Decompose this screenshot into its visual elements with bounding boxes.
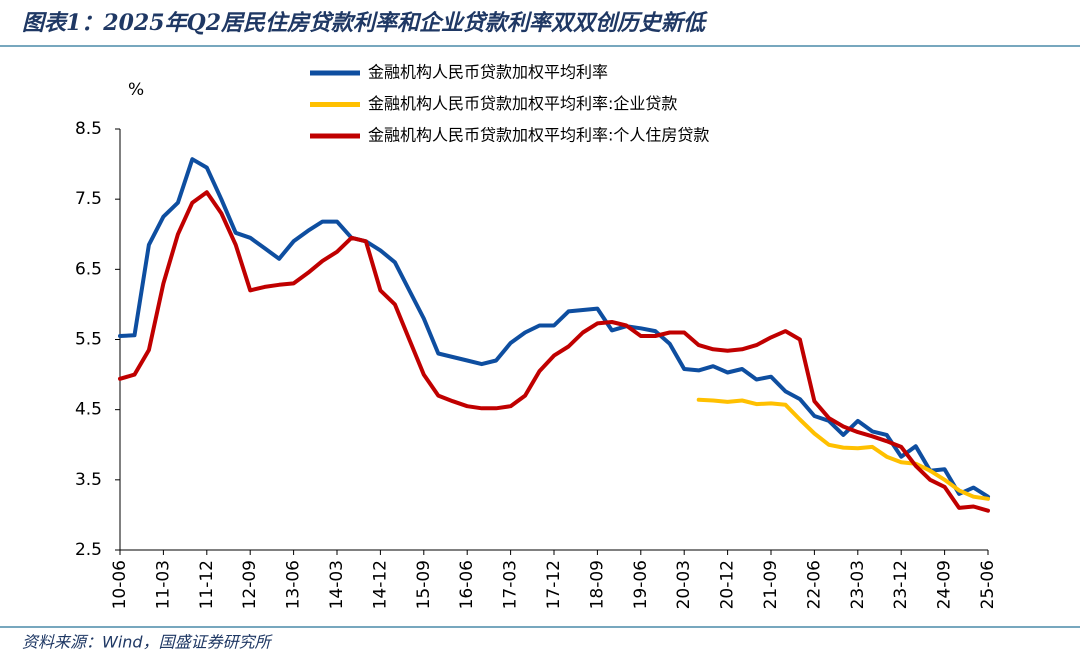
x-tick-label: 16-06 — [457, 560, 477, 609]
x-tick-label: 12-09 — [240, 560, 260, 609]
x-tick-label: 10-06 — [110, 560, 130, 609]
x-tick-label: 25-06 — [978, 560, 998, 609]
source: 资料来源：Wind，国盛证券研究所 — [22, 633, 274, 652]
x-tick-label: 17-12 — [544, 560, 564, 609]
x-tick-label: 24-09 — [935, 560, 955, 609]
y-tick-label: 3.5 — [75, 470, 102, 490]
y-tick-label: 5.5 — [75, 330, 102, 350]
x-tick-label: 13-06 — [284, 560, 304, 609]
x-tick-label: 23-03 — [848, 560, 868, 609]
x-tick-label: 15-09 — [414, 560, 434, 609]
y-tick-label: 4.5 — [75, 400, 102, 420]
chart-title: 图表1：2025年Q2居民住房贷款利率和企业贷款利率双双创历史新低 — [22, 10, 708, 36]
x-tick-label: 21-09 — [761, 560, 781, 609]
y-axis-label: % — [128, 80, 144, 100]
series-line — [696, 397, 990, 501]
x-tick-label: 20-03 — [674, 560, 694, 609]
y-tick-label: 2.5 — [75, 540, 102, 560]
y-tick-label: 6.5 — [75, 259, 102, 279]
legend-label: 金融机构人民币贷款加权平均利率:个人住房贷款 — [368, 126, 709, 145]
x-tick-label: 14-12 — [370, 560, 390, 609]
x-tick-label: 11-12 — [197, 560, 217, 609]
series-line — [118, 190, 990, 513]
x-tick-label: 23-12 — [891, 560, 911, 609]
y-tick-label: 8.5 — [75, 119, 102, 139]
x-tick-label: 20-12 — [718, 560, 738, 609]
x-tick-label: 14-03 — [327, 560, 347, 609]
x-tick-label: 19-06 — [631, 560, 651, 609]
y-tick-label: 7.5 — [75, 189, 102, 209]
x-tick-label: 17-03 — [501, 560, 521, 609]
x-tick-label: 22-06 — [804, 560, 824, 609]
series-line — [118, 157, 990, 499]
legend-label: 金融机构人民币贷款加权平均利率 — [368, 63, 608, 82]
x-tick-label: 11-03 — [153, 560, 173, 609]
legend-label: 金融机构人民币贷款加权平均利率:企业贷款 — [368, 94, 677, 113]
x-tick-label: 18-09 — [587, 560, 607, 609]
